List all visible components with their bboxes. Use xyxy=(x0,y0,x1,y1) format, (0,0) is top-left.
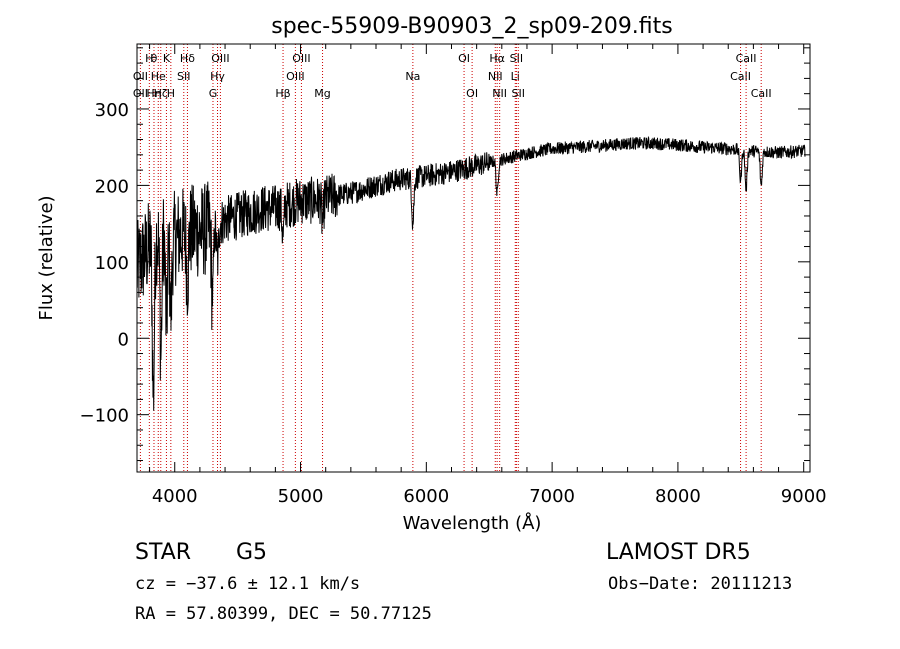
spectral-line-label: G xyxy=(209,87,218,100)
x-axis-label: Wavelength (Å) xyxy=(403,512,542,534)
x-tick-label: 6000 xyxy=(403,486,449,507)
y-tick-label: 200 xyxy=(95,176,129,197)
spectral-line-label: H xyxy=(145,52,153,65)
object-class: STAR xyxy=(135,540,192,565)
redshift-text: cz = −37.6 ± 12.1 km/s xyxy=(135,574,361,594)
axes: 4000 5000 6000 7000 8000 9000 −100 0 100 200 300 xyxy=(80,44,827,507)
y-tick-label: 100 xyxy=(95,253,129,274)
y-tick-label: 300 xyxy=(95,100,129,121)
chart-title: spec-55909-B90903_2_sp09-209.fits xyxy=(271,14,673,39)
y-tick-label: 0 xyxy=(118,329,129,350)
coords-text: RA = 57.80399, DEC = 50.77125 xyxy=(135,604,432,624)
y-tick-label: −100 xyxy=(80,406,129,427)
spectral-line-label: K xyxy=(163,52,171,65)
object-subclass: G5 xyxy=(236,540,268,565)
spectral-line-label: OI xyxy=(466,87,478,100)
y-axis-label: Flux (relative) xyxy=(36,195,57,320)
spectral-line-label: He xyxy=(151,70,166,83)
spectral-line-label: Hα xyxy=(489,52,505,65)
spectral-line-label: OIII xyxy=(211,52,229,65)
spectral-line-label: Hη xyxy=(146,87,161,100)
spectral-line-label: Mg xyxy=(314,87,330,100)
spectral-line-label: Na xyxy=(405,70,420,83)
spectral-line-label: Hβ xyxy=(275,87,290,100)
spectral-line-label: Hδ xyxy=(180,52,195,65)
spectral-line-label: OIII xyxy=(292,52,310,65)
spectral-line-label: OI xyxy=(458,52,470,65)
survey-name: LAMOST DR5 xyxy=(606,540,751,565)
spectral-line-label: NII xyxy=(488,70,503,83)
x-tick-label: 4000 xyxy=(152,486,198,507)
spectral-line-label: OIII xyxy=(286,70,304,83)
spectral-line-label: SII xyxy=(177,70,190,83)
spectral-line-markers: OIIOIIHθHηHeHζKHHδSIIGHγOIIIHβOIIIOIIIMg… xyxy=(133,44,772,472)
spectral-line-label: H xyxy=(167,87,175,100)
spectral-line-label: OII xyxy=(133,70,148,83)
spectral-line-label: CaII xyxy=(751,87,772,100)
x-tick-label: 5000 xyxy=(278,486,324,507)
x-tick-label: 7000 xyxy=(529,486,575,507)
spectral-line-label: CaII xyxy=(730,70,751,83)
spectral-line-label: NII xyxy=(492,87,507,100)
x-tick-label: 8000 xyxy=(655,486,701,507)
plot-frame xyxy=(136,43,811,473)
spectral-line-label: θ xyxy=(151,52,158,65)
obs-date-text: Obs−Date: 20111213 xyxy=(608,574,793,594)
spectral-line-label: CaII xyxy=(736,52,757,65)
spectrum-line xyxy=(136,135,806,411)
spectral-line-label: Li xyxy=(511,70,520,83)
x-tick-label: 9000 xyxy=(781,486,827,507)
spectral-line-label: Hγ xyxy=(210,70,225,83)
spectral-line-label: SII xyxy=(512,87,525,100)
spectral-line-label: SII xyxy=(510,52,523,65)
spectral-line-label: Hζ xyxy=(154,87,168,100)
